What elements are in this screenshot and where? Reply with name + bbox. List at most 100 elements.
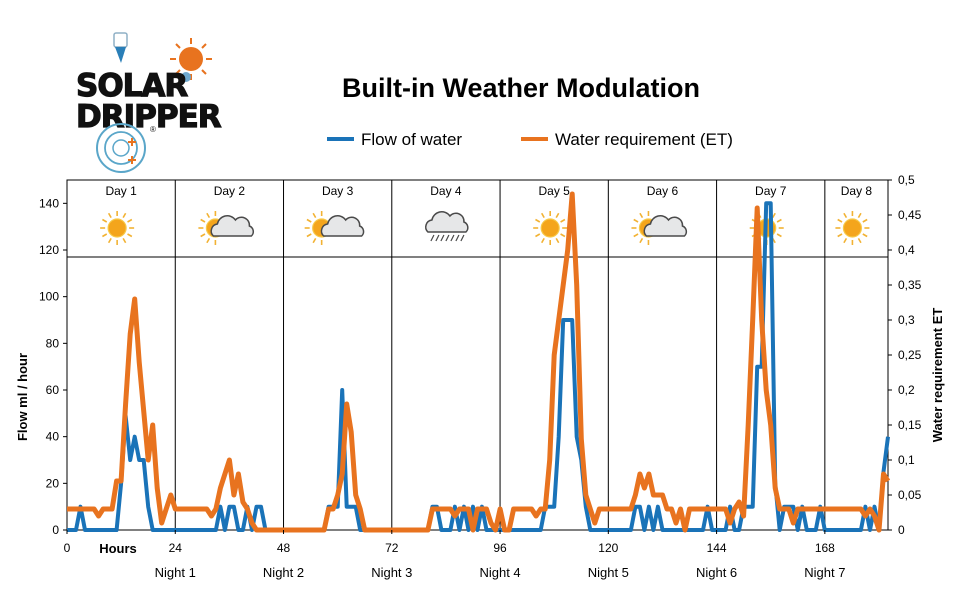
chart-legend: Flow of water Water requirement (ET): [327, 130, 733, 149]
x-tick-label: 120: [598, 541, 618, 555]
y2-tick-label: 0,5: [898, 173, 915, 187]
day-label: Day 4: [430, 184, 462, 198]
sun-disc: [107, 218, 127, 238]
sun-ray: [127, 218, 133, 223]
logo-line2: DRIPPER: [76, 99, 222, 135]
day-label: Day 7: [755, 184, 787, 198]
sun-ray: [837, 233, 843, 238]
logo-line1: SOLAR: [76, 68, 188, 104]
sun-ray: [857, 212, 862, 219]
sun-ray: [633, 233, 639, 238]
night-label: Night 3: [371, 565, 412, 580]
cloud-shape: [210, 215, 254, 237]
y2-tick-label: 0,05: [898, 488, 922, 502]
axes: 0 20 40 60 80 100 120 140 0 0,05 0,1 0,15 0,2 0,25 0,3…: [39, 173, 922, 580]
sun-ray: [843, 212, 848, 219]
day-label: Day 6: [647, 184, 679, 198]
rain-drop: [460, 234, 465, 242]
sun-ray: [312, 237, 317, 244]
series-line-et: [67, 191, 891, 533]
sun-ray: [560, 233, 566, 238]
y2-tick-label: 0,15: [898, 418, 922, 432]
y-tick-label: 120: [39, 243, 59, 257]
sun-rays: [100, 211, 135, 245]
cloudy-weather-icon: [198, 211, 254, 245]
sun-ray: [122, 237, 127, 244]
y-tick-label: 100: [39, 290, 59, 304]
y2-tick-label: 0: [898, 523, 905, 537]
night-label: Night 5: [588, 565, 629, 580]
legend-item-et: Water requirement (ET): [521, 130, 733, 149]
logo-dripper-icon: [113, 32, 191, 82]
sun-ray: [633, 218, 639, 223]
rain-drop: [455, 234, 460, 242]
y2-tick-label: 0,2: [898, 383, 915, 397]
night-label: Night 4: [479, 565, 520, 580]
day-label: Day 2: [214, 184, 246, 198]
sun-ray: [206, 212, 211, 219]
y2-tick-label: 0,35: [898, 278, 922, 292]
rain-drops: [430, 234, 465, 242]
sunny-weather-icon: [100, 211, 135, 245]
x-tick-label: 0: [64, 541, 71, 555]
sun-ray: [306, 233, 312, 238]
night-label: Night 6: [696, 565, 737, 580]
sun-ray: [639, 237, 644, 244]
logo-sun-icon: [170, 38, 212, 80]
cloudy-weather-icon: [631, 211, 688, 245]
y-tick-label: 80: [46, 336, 60, 350]
sun-ray: [200, 218, 206, 223]
rain-weather-icon: [425, 211, 469, 242]
x-tick-label: 96: [493, 541, 507, 555]
y-tick-label: 140: [39, 196, 59, 210]
sun-ray: [862, 233, 868, 238]
sun-rays: [198, 211, 217, 245]
sun-ray: [555, 212, 560, 219]
rain-drop: [430, 234, 435, 242]
day-label: Day 3: [322, 184, 354, 198]
sun-ray: [776, 233, 782, 238]
sun-ray: [772, 212, 776, 219]
y-axis-label: Flow ml / hour: [15, 353, 30, 441]
sun-ray: [535, 233, 541, 238]
sun-ray: [555, 237, 560, 244]
sun-ray: [102, 233, 108, 238]
sunny-weather-icon: [835, 211, 870, 245]
sun-rays: [533, 211, 568, 245]
sun-ray: [122, 212, 127, 219]
rain-drop: [440, 234, 445, 242]
sun-ray: [107, 237, 112, 244]
sun-ray: [540, 237, 545, 244]
rain-drop: [450, 234, 455, 242]
sun-disc: [842, 218, 863, 238]
sun-ray: [535, 218, 541, 223]
sun-ray: [312, 212, 317, 219]
cloud-shape: [425, 211, 469, 233]
night-label: Night 1: [155, 565, 196, 580]
sun-rays: [835, 211, 870, 245]
legend-label-flow: Flow of water: [361, 130, 462, 149]
day-label: Day 1: [105, 184, 137, 198]
night-label: Night 7: [804, 565, 845, 580]
sun-rays: [304, 211, 323, 245]
sunny-weather-icon: [533, 211, 568, 245]
cloud-shape: [643, 215, 688, 237]
sun-ray: [837, 218, 843, 223]
series-layer: [67, 191, 891, 533]
night-label: Night 2: [263, 565, 304, 580]
sun-ray: [306, 218, 312, 223]
y-tick-label: 60: [46, 383, 60, 397]
y-tick-label: 40: [46, 430, 60, 444]
solar-dripper-logo: SOLAR DRIPPER ®: [75, 32, 223, 173]
sun-rays: [631, 211, 650, 245]
cloud-shape: [320, 215, 365, 237]
rain-drop: [435, 234, 440, 242]
y-tick-label: 0: [52, 523, 59, 537]
series-line-flow: [67, 201, 890, 532]
x-tick-label: 24: [169, 541, 183, 555]
legend-label-et: Water requirement (ET): [555, 130, 733, 149]
partly-cloudy-weather-icon: [304, 211, 365, 245]
sun-ray: [862, 218, 868, 223]
x-tick-label: 144: [707, 541, 727, 555]
